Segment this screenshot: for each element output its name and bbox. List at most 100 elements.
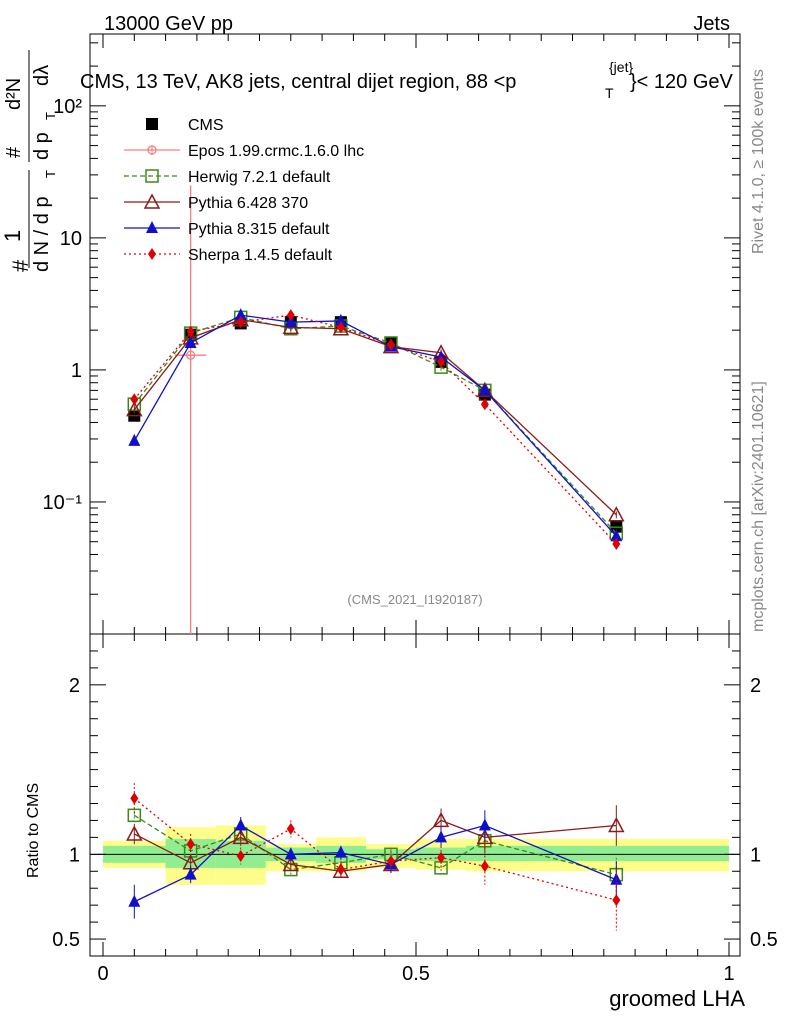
title-superscript: {jet} [609,59,633,75]
legend-label-2: Herwig 7.2.1 default [188,169,331,186]
analysis-watermark: (CMS_2021_I1920187) [347,592,482,607]
pythia-2-ratio-point [126,825,143,841]
band-inner-7 [466,845,510,862]
pythia-3-ratio-point [334,845,347,858]
pythia-3-point [234,308,247,321]
ratio-y-tick-label-right: 2 [750,675,761,697]
herwig-1-ratio-point [127,808,142,823]
ylabel-denominator: d N / d p [31,196,53,272]
pythia-3-ratio-point [478,818,491,831]
legend-label-0: CMS [188,117,224,134]
pythia-3-point [478,383,491,396]
legend-label-3: Pythia 6.428 370 [188,195,308,212]
herwig-1-line [133,316,617,534]
pythia-2-ratio-point [608,816,625,833]
sherpa-4-ratio-point [437,851,446,864]
pythia-2-point [126,401,143,417]
pythia-2-line [133,319,617,516]
axis-tick-labels: 0 0.5 1 10⁻¹ 1 10 10² 0.5 0.5 1 1 2 2 [43,96,778,985]
sherpa-4-point [437,355,446,368]
pythia-2-point [608,506,625,522]
x-tick-label: 0 [97,963,108,985]
sherpa-4-ratio-point [130,792,139,805]
pythia-3-point [284,315,297,328]
pythia-3-point [128,433,141,446]
x-tick-label: 1 [723,963,734,985]
main-y-tick-label: 1 [71,360,82,382]
ylabel-dpt-sub: T [43,112,58,120]
x-axis-label: groomed LHA [609,986,745,1011]
sherpa-4-line [133,314,617,545]
ylabel-dlambda: dλ [31,65,53,86]
sherpa-4-ratio-point [286,822,295,835]
category-label: Jets [693,13,730,35]
pythia-2-point [332,320,350,336]
legend-marker-3 [143,193,161,209]
x-tick-label: 0.5 [402,963,430,985]
pythia-2-point [382,338,400,354]
herwig-1-ratio-line [133,814,617,876]
title-subscript: T [605,85,614,101]
sherpa-4-ratio-point [480,860,489,873]
main-y-tick-label: 10² [53,96,82,118]
legend-label-1: Epos 1.99.crmc.1.6.0 lhc [188,143,364,160]
sherpa-4-point [186,325,195,338]
main-y-tick-label: 10⁻¹ [43,492,83,514]
legend: CMS Epos 1.99.crmc.1.6.0 lhc Herwig 7.2.1 … [124,117,364,264]
pythia-3-ratio-point [284,847,297,860]
sherpa-4-point [130,393,139,406]
ratio-y-tick-label-right: 1 [750,844,761,866]
sherpa-4-ratio-point [336,863,345,876]
pythia-2-point [476,381,494,398]
pythia-3-ratio-point [128,894,141,907]
ratio-y-axis-label: Ratio to CMS [25,783,42,878]
sherpa-4-point [386,338,395,351]
pythia-3-ratio-point [184,867,197,880]
pythia-2-ratio-point [476,828,494,845]
pythia-3-point [334,313,347,326]
ratio-y-tick-label-left: 0.5 [52,929,80,951]
axis-ticks [90,34,740,956]
energy-label: 13000 GeV pp [104,13,233,35]
pythia-3-point [610,529,623,542]
pythia-3-ratio-point [435,830,448,843]
ratio-plot-frame [89,633,741,957]
sherpa-4-point [480,398,489,411]
pythia-2-ratio-point [232,828,249,845]
rivet-version-label: Rivet 4.1.0, ≥ 100k events [750,69,767,254]
sherpa-4-ratio-point [236,850,245,863]
legend-label-5: Sherpa 1.4.5 default [188,247,333,264]
ylabel-denominator-sub: T [43,170,58,178]
ratio-y-tick-label-left: 2 [69,675,80,697]
main-y-axis-label: # 1 d N / d p T # d²N d p T dλ [0,50,58,272]
ylabel-d2n: d²N [3,78,25,110]
ratio-plot-series [126,783,625,931]
ylabel-hash: # [8,259,33,272]
pythia-2-ratio-point [432,811,450,828]
legend-marker-5 [148,248,156,260]
mcplots-label: mcplots.cern.ch [arXiv:2401.10621] [750,381,767,632]
pythia-2-ratio-point [282,855,300,872]
main-plot-series [126,185,625,634]
pythia-3-ratio-point [234,818,247,831]
sherpa-4-ratio-point [186,838,195,851]
pythia-3-line [133,314,617,537]
plot-title: CMS, 13 TeV, AK8 jets, central dijet reg… [80,59,734,101]
ratio-y-tick-label-left: 1 [69,844,80,866]
sherpa-4-point [336,321,345,334]
ylabel-dpt: d p [31,132,53,160]
sherpa-4-ratio-point [386,855,395,868]
legend-marker-4 [146,221,158,233]
ratio-y-tick-label-right: 0.5 [750,929,778,951]
title-main: CMS, 13 TeV, AK8 jets, central dijet reg… [80,71,516,93]
band-inner-8 [509,845,729,862]
main-y-tick-label: 10 [60,228,82,250]
legend-marker-0 [146,118,158,130]
sherpa-4-point [286,309,295,322]
legend-label-4: Pythia 8.315 default [188,221,330,238]
legend-marker-2 [145,169,159,183]
ylabel-hash-2: # [3,146,25,158]
ylabel-one: 1 [0,230,25,242]
pythia-3-point [184,335,197,348]
